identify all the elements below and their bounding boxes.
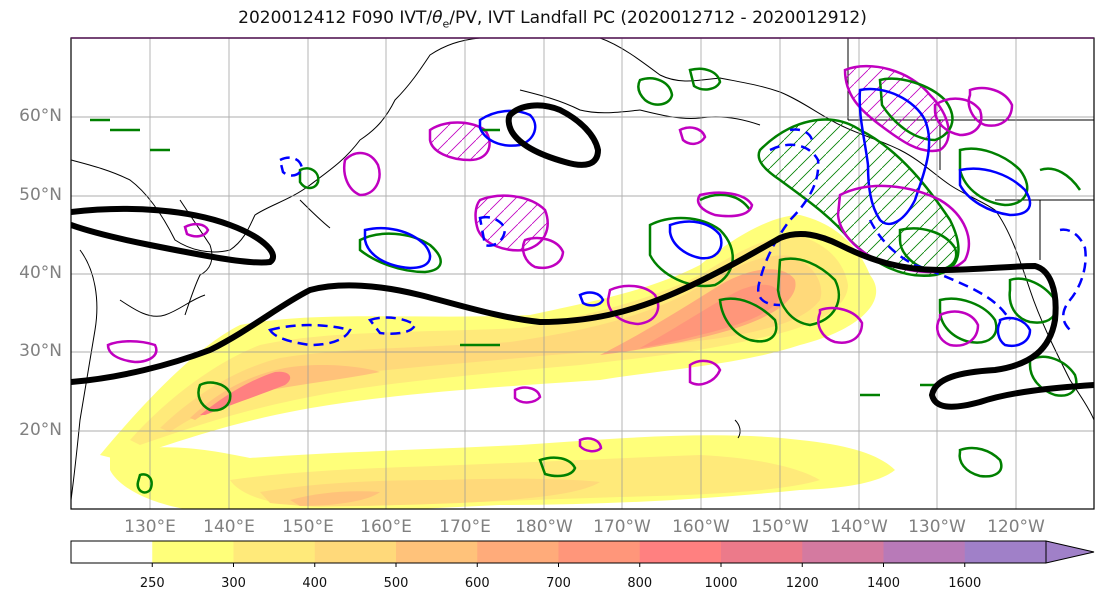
colorbar-bin [314,541,397,563]
lon-label: 160°W [672,517,730,537]
jet-stream [71,102,1094,410]
colorbar-tick-label: 1000 [704,576,738,591]
ivt-shading [100,215,895,509]
colorbar-tick-label: 1600 [948,576,982,591]
lat-label: 60°N [19,106,62,126]
colorbar-tick-label: 250 [139,576,165,591]
map-plot-area [71,38,1094,509]
colorbar-bin [883,541,966,563]
colorbar-bin [396,541,478,563]
landfall-pc-regions [428,64,960,278]
lon-label: 150°W [751,517,809,537]
theta-e-contours-dashed [268,128,1087,347]
colorbar-bin [152,541,234,563]
colorbar-bin [71,541,153,563]
colorbar-bin [558,541,641,563]
colorbar-extend-arrow [1045,540,1095,564]
lat-label: 30°N [19,341,62,361]
colorbar-bin [721,541,803,563]
lon-label: 140°E [203,517,255,537]
lon-label: 180°W [515,517,573,537]
lat-label: 20°N [19,420,62,440]
colorbar-bin [477,541,559,563]
lon-label: 140°W [830,517,888,537]
colorbar-tick-label: 500 [383,576,409,591]
lon-label: 170°E [439,517,491,537]
map-title: 2020012412 F090 IVT/θe/PV, IVT Landfall … [238,8,867,31]
colorbar-bin [233,541,316,563]
colorbar-tick-label: 1400 [866,576,901,591]
lon-label: 130°W [908,517,966,537]
lon-label: 150°E [282,517,334,537]
lat-label: 50°N [19,185,62,205]
colorbar-tick-label: 300 [221,576,246,591]
colorbar-tick-label: 1200 [785,576,819,591]
colorbar-tick-label: 800 [627,576,653,591]
theta-e-contours [363,87,1032,347]
colorbar-tick-label: 700 [546,576,571,591]
lon-label: 120°W [987,517,1045,537]
colorbar-tick-label: 400 [302,576,328,591]
colorbar-bin [639,541,722,563]
colorbar [70,540,1095,567]
lon-label: 130°E [124,517,176,537]
lon-label: 160°E [360,517,412,537]
colorbar-bin [964,541,1047,563]
lon-label: 170°W [593,517,651,537]
colorbar-bin [802,541,884,563]
lat-label: 40°N [19,263,62,283]
colorbar-tick-label: 600 [464,576,490,591]
